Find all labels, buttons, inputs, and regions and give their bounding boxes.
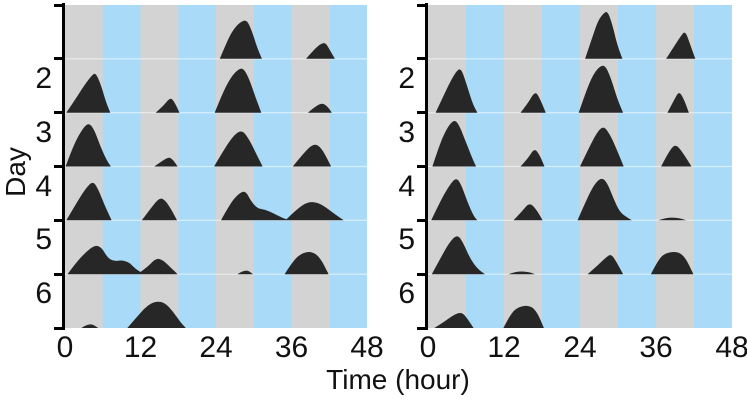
row-divider-line	[65, 58, 367, 60]
x-tick-label-left-12: 12	[123, 331, 158, 364]
activity-curve-day-2	[214, 68, 262, 113]
activity-curve-day-3	[214, 131, 263, 167]
y-axis-tick	[54, 3, 63, 7]
x-tick-label-right-0: 0	[419, 331, 437, 364]
activity-curve-day-1	[666, 32, 696, 59]
activity-curve-day-4	[221, 191, 287, 221]
activity-curve-day-2	[307, 103, 332, 113]
x-tick-label-right-24: 24	[563, 331, 597, 364]
day-label-left-6: 6	[35, 277, 52, 311]
activity-curve-day-6	[127, 301, 186, 328]
y-axis-tick	[417, 3, 426, 7]
activity-curve-day-4	[431, 179, 478, 221]
y-axis-tick	[417, 57, 426, 61]
activity-curve-day-3	[154, 157, 178, 167]
activity-curve-day-5	[67, 245, 141, 275]
activity-curve-day-3	[65, 124, 111, 167]
day-label-right-6: 6	[398, 277, 415, 311]
activity-curve-day-5	[587, 255, 624, 275]
x-tick-label-right-48: 48	[715, 331, 747, 364]
y-axis-title: Day	[0, 147, 31, 197]
y-axis-tick	[54, 326, 63, 330]
y-axis-tick	[54, 165, 63, 168]
row-divider-line	[65, 219, 367, 221]
y-axis-tick	[417, 111, 426, 115]
activity-curve-day-1	[585, 11, 623, 59]
y-axis-tick	[417, 218, 426, 222]
x-tick-label-left-36: 36	[274, 331, 309, 364]
day-label-left-2: 2	[35, 61, 52, 95]
x-tick-label-left-24: 24	[199, 331, 233, 364]
activity-curve-day-4	[286, 202, 344, 221]
activity-curve-day-4	[658, 217, 687, 221]
x-axis-title: Time (hour)	[326, 364, 470, 395]
activity-curve-day-1	[219, 20, 262, 59]
row-divider-line	[428, 58, 732, 60]
activity-curve-day-2	[578, 65, 624, 113]
x-tick-label-left-0: 0	[56, 331, 74, 364]
row-divider-line	[428, 273, 732, 275]
activity-curve-day-4	[577, 178, 632, 221]
y-axis-tick	[417, 165, 426, 168]
activity-curve-day-5	[284, 252, 329, 275]
activity-curve-day-6	[503, 305, 544, 328]
activity-curve-day-6	[434, 312, 474, 328]
y-axis-tick	[54, 218, 63, 222]
activity-curve-day-2	[66, 73, 111, 113]
day-label-left-3: 3	[35, 115, 52, 149]
activity-curve-day-4	[141, 198, 177, 221]
x-tick-label-right-12: 12	[487, 331, 521, 364]
activity-curve-day-5	[508, 271, 535, 275]
actogram-panel-left	[54, 3, 367, 330]
activity-curve-day-2	[667, 93, 689, 113]
y-axis-tick	[54, 57, 63, 61]
activity-curve-day-5	[237, 270, 254, 275]
activity-curve-day-1	[306, 43, 335, 59]
y-axis-spine	[425, 3, 428, 330]
day-label-right-5: 5	[398, 223, 415, 257]
activity-curve-day-4	[513, 204, 543, 221]
activity-plot-left	[65, 5, 367, 328]
activity-curve-day-5	[650, 252, 694, 275]
y-axis-spine	[62, 3, 65, 330]
day-label-right-2: 2	[398, 61, 415, 95]
activity-curve-day-2	[155, 98, 180, 113]
day-label-right-4: 4	[398, 169, 415, 203]
day-label-left-5: 5	[35, 223, 52, 257]
x-tick-label-left-48: 48	[350, 331, 384, 364]
activity-curve-day-3	[580, 127, 624, 167]
activity-curve-day-6	[81, 324, 99, 328]
activity-curve-day-3	[432, 121, 477, 167]
activity-curve-day-3	[292, 144, 332, 167]
x-tick-label-right-36: 36	[639, 331, 673, 364]
day-label-right-3: 3	[398, 115, 415, 149]
y-axis-tick	[417, 326, 426, 330]
actogram-panel-right	[417, 3, 732, 330]
day-label-left-4: 4	[35, 169, 52, 203]
activity-curve-day-5	[431, 236, 485, 275]
activity-curve-day-4	[66, 182, 112, 221]
y-axis-tick	[54, 272, 63, 276]
activity-curve-day-3	[661, 145, 692, 167]
row-divider-line	[65, 273, 367, 275]
activity-curve-day-5	[140, 258, 178, 275]
activity-plot-right	[428, 5, 732, 328]
activity-curve-day-3	[520, 150, 545, 167]
activity-curve-day-2	[520, 93, 546, 113]
activity-curve-day-2	[435, 69, 478, 113]
y-axis-tick	[417, 272, 426, 276]
y-axis-tick	[54, 111, 63, 115]
